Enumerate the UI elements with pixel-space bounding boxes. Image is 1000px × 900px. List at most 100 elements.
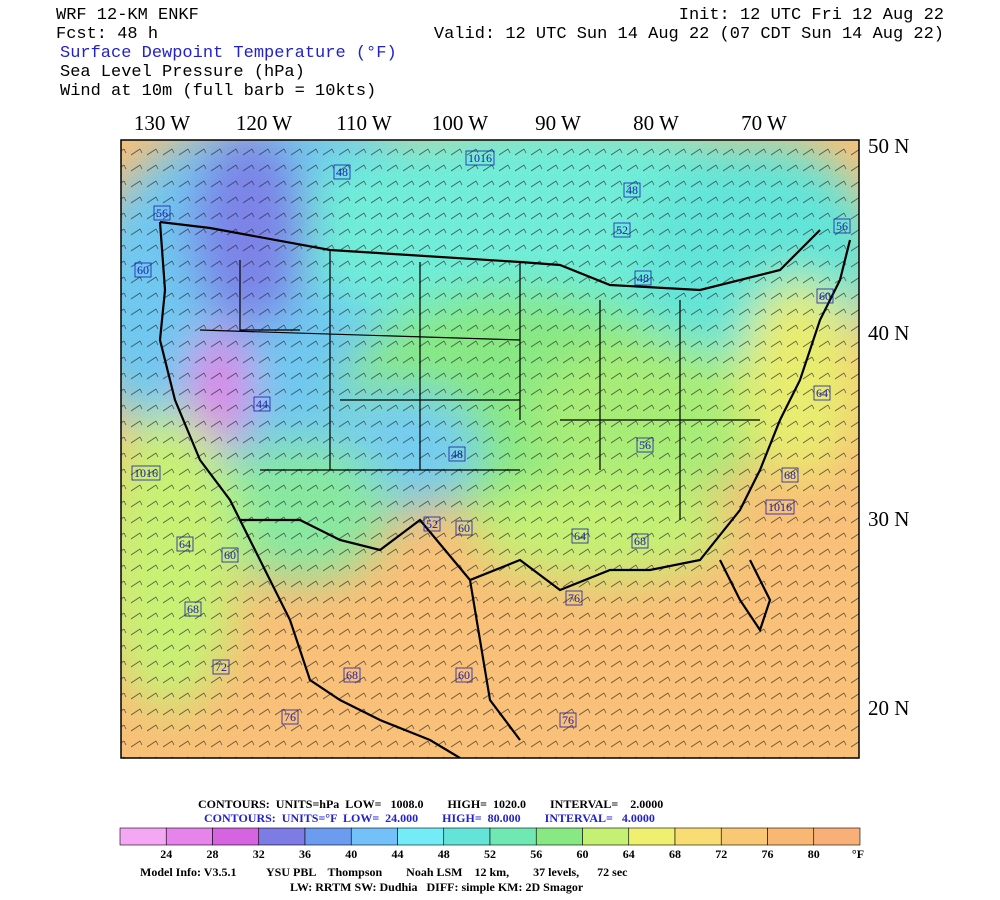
colorbar-tick-label: 64 <box>623 847 635 861</box>
contour-label: 44 <box>256 397 268 411</box>
contour-label-box <box>813 385 831 401</box>
colorbar-segment <box>767 827 815 846</box>
contour-label: 60 <box>458 521 470 535</box>
contour-label: 48 <box>637 271 649 285</box>
longitude-label: 80 W <box>633 111 679 135</box>
colorbar-unit: °F <box>852 847 864 861</box>
colorbar-tick-label: 32 <box>253 847 265 861</box>
colorbar-tick-label: 36 <box>299 847 311 861</box>
contour-label-box <box>623 182 641 198</box>
contour-label-box <box>455 520 473 536</box>
longitude-label: 70 W <box>741 111 787 135</box>
contour-label-box <box>833 218 851 234</box>
contour-label-box <box>281 709 299 725</box>
contour-label: 64 <box>179 537 191 551</box>
contour-label-box <box>131 465 161 481</box>
contour-info: CONTOURS: UNITS=°F LOW= 24.000 HIGH= 80.… <box>204 811 655 825</box>
colorbar-tick-label: 28 <box>207 847 219 861</box>
colorbar-segment <box>443 827 491 846</box>
colorbar-segment <box>212 827 260 846</box>
contour-label-box <box>636 437 654 453</box>
header-text: Wind at 10m (full barb = 10kts) <box>60 82 376 101</box>
colorbar-segment <box>350 827 398 846</box>
contour-label: 1016 <box>468 151 492 165</box>
header-text: Sea Level Pressure (hPa) <box>60 63 305 82</box>
longitude-label: 130 W <box>134 111 190 135</box>
contour-label: 60 <box>137 263 149 277</box>
contour-label-box <box>343 667 361 683</box>
boundaries <box>158 220 852 758</box>
contour-label-box <box>448 446 466 462</box>
header-text: Valid: 12 UTC Sun 14 Aug 22 (07 CDT Sun … <box>434 25 944 44</box>
header-text: Fcst: 48 h <box>56 25 158 44</box>
colorbar-tick-label: 76 <box>762 847 774 861</box>
longitude-label: 120 W <box>236 111 292 135</box>
wind-barbs <box>121 140 859 758</box>
latitude-label: 40 N <box>868 321 909 345</box>
longitude-label: 110 W <box>336 111 392 135</box>
contour-label: 56 <box>156 206 168 220</box>
contour-label-box <box>571 528 589 544</box>
colorbar-segment <box>720 827 768 846</box>
colorbar-tick-label: 80 <box>808 847 820 861</box>
contour-label: 64 <box>816 386 828 400</box>
header-text: Surface Dewpoint Temperature (°F) <box>60 44 397 63</box>
contour-label-box <box>559 712 577 728</box>
contour-label-box <box>153 205 171 221</box>
contour-label: 72 <box>215 660 227 674</box>
contour-label: 1016 <box>134 466 158 480</box>
contour-label: 68 <box>634 534 646 548</box>
colorbar-segment <box>489 827 537 846</box>
colorbar-segment <box>165 827 213 846</box>
map-frame <box>120 139 860 759</box>
latitude-label: 20 N <box>868 696 909 720</box>
contour-label: 76 <box>568 591 580 605</box>
colorbar-tick-label: 72 <box>715 847 727 861</box>
contour-label-box <box>455 667 473 683</box>
colorbar-tick-label: 68 <box>669 847 681 861</box>
contour-label-box <box>781 467 799 483</box>
contour-label-box <box>176 536 194 552</box>
contour-label-box <box>816 288 834 304</box>
contour-label: 48 <box>336 165 348 179</box>
colorbar-tick-label: 52 <box>484 847 496 861</box>
contour-label-box <box>613 222 631 238</box>
contour-label-box <box>765 499 795 515</box>
contour-label: 60 <box>819 289 831 303</box>
contour-label: 48 <box>451 447 463 461</box>
header-text: WRF 12-KM ENKF <box>56 6 199 25</box>
contour-label-box <box>221 547 239 563</box>
header-text: Init: 12 UTC Fri 12 Aug 22 <box>679 6 944 25</box>
model-info: Model Info: V3.5.1 YSU PBL Thompson Noah… <box>140 865 628 879</box>
contour-label-box <box>565 590 583 606</box>
latitude-label: 30 N <box>868 507 909 531</box>
colorbar-tick-label: 60 <box>577 847 589 861</box>
contour-label: 1016 <box>768 500 792 514</box>
colorbar-tick-label: 40 <box>345 847 357 861</box>
colorbar-segment <box>304 827 352 846</box>
contour-label: 68 <box>784 468 796 482</box>
colorbar-segment <box>674 827 722 846</box>
contour-label: 52 <box>426 517 438 531</box>
contour-label: 60 <box>224 548 236 562</box>
contour-label: 56 <box>836 219 848 233</box>
model-info: LW: RRTM SW: Dudhia DIFF: simple KM: 2D … <box>290 880 584 894</box>
colorbar-segment <box>535 827 583 846</box>
state-lines <box>199 250 760 520</box>
contour-label-box <box>333 164 351 180</box>
contour-label: 64 <box>574 529 586 543</box>
colorbar-tick-label: 48 <box>438 847 450 861</box>
contour-label-box <box>134 262 152 278</box>
contour-label: 60 <box>458 668 470 682</box>
contour-info: CONTOURS: UNITS=hPa LOW= 1008.0 HIGH= 10… <box>198 797 663 811</box>
colorbar-segment <box>119 827 167 846</box>
latitude-label: 50 N <box>868 134 909 158</box>
contour-label: 76 <box>284 710 296 724</box>
colorbar-tick-label: 56 <box>530 847 542 861</box>
contour-label: 68 <box>346 668 358 682</box>
colorbar-segment <box>628 827 676 846</box>
colorbar-tick-label: 24 <box>160 847 172 861</box>
contour-label: 48 <box>626 183 638 197</box>
contour-label: 52 <box>616 223 628 237</box>
